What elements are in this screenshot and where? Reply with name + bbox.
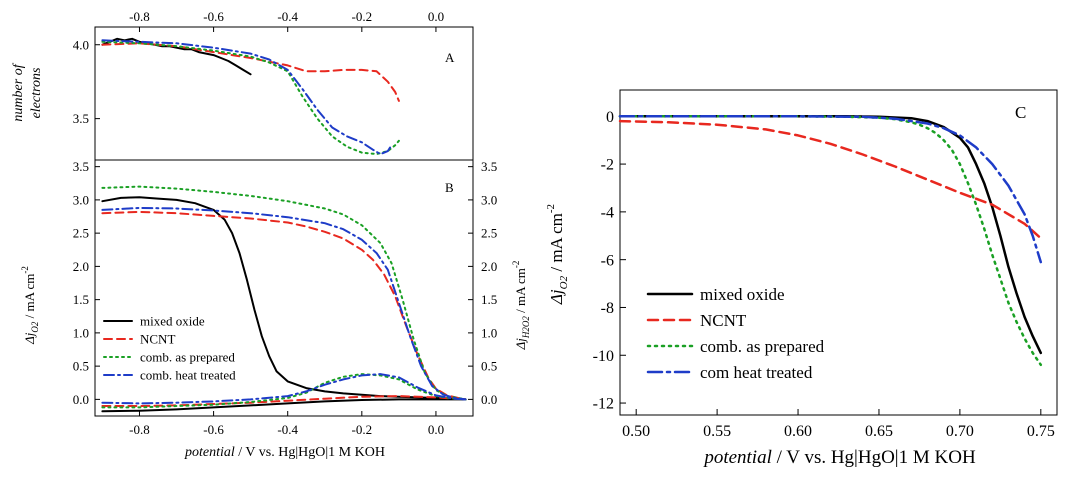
series-line-prep_h2o2 <box>101 373 467 409</box>
legend-label-prep: comb. as prepared <box>700 337 825 356</box>
y-tick-label: 0.0 <box>481 392 497 407</box>
panel-c-xlabel: potential / V vs. Hg|HgO|1 M KOH <box>702 447 976 468</box>
y-tick-label: 1.0 <box>481 325 497 340</box>
x-tick-label: 0.55 <box>703 423 731 440</box>
y-tick-label: 0.0 <box>73 392 89 407</box>
legend-label-prep: comb. as prepared <box>140 350 235 365</box>
panel-a-top-axis: -0.8 -0.6 -0.4 -0.2 0.0 <box>129 9 444 32</box>
x-tick-label: 0.0 <box>428 9 444 24</box>
panel-b-frame <box>94 159 474 417</box>
panel-b-xlabel: potential / V vs. Hg|HgO|1 M KOH <box>184 445 385 460</box>
legend-label-mixed: mixed oxide <box>700 285 785 304</box>
legend-label-ncnt: NCNT <box>140 332 175 347</box>
series-line-ncnt_h2o2 <box>101 395 467 407</box>
panel-c-series <box>618 115 1043 367</box>
y-tick-label: -8 <box>601 300 614 317</box>
panel-c-x-axis: 0.50 0.55 0.60 0.65 0.70 0.75 <box>622 409 1055 440</box>
panel-c-y-axis: 0 -2 -4 -6 -8 -10 -12 <box>593 109 626 413</box>
panel-c-label: C <box>1015 103 1026 122</box>
series-line-ncnt <box>101 42 400 102</box>
y-tick-label: 2.5 <box>481 226 497 241</box>
series-line-mixed_h2o2 <box>101 398 467 413</box>
x-tick-label: 0.70 <box>946 423 974 440</box>
panel-c-ylabel: ΔjO2 / mA cm-2 <box>545 204 570 305</box>
y-tick-label: 2.0 <box>73 259 89 274</box>
legend-label-heat: com heat treated <box>700 363 813 382</box>
series-line-ncnt <box>618 119 1043 240</box>
series-line-mixed <box>618 115 1043 355</box>
series-line-heat <box>101 39 393 156</box>
y-tick-label: 3.5 <box>73 111 89 126</box>
panel-a-label: A <box>445 50 455 65</box>
series-line-heat <box>101 206 467 401</box>
panel-a-series <box>101 37 400 156</box>
y-tick-label: 4.0 <box>73 37 89 52</box>
y-tick-label: 0.5 <box>481 359 497 374</box>
y-tick-label: -4 <box>601 204 614 221</box>
x-tick-label: 0.0 <box>428 422 444 437</box>
legend-label-ncnt: NCNT <box>700 311 747 330</box>
x-tick-label: 0.75 <box>1027 423 1055 440</box>
panel-b-ylabel-right: ΔjH2O2 / mA cm-2 <box>511 261 531 351</box>
panel-a-y-axis: 3.5 4.0 <box>73 37 100 126</box>
series-line-prep <box>618 115 1043 367</box>
y-tick-label: -6 <box>601 252 614 269</box>
panel-b-x-axis: -0.8 -0.6 -0.4 -0.2 0.0 <box>129 411 444 437</box>
y-tick-label: 1.0 <box>73 325 89 340</box>
panel-b-y-axis-left: 0.0 0.5 1.0 1.5 2.0 2.5 3.0 3.5 <box>73 159 100 407</box>
x-tick-label: -0.4 <box>277 422 298 437</box>
panel-b-label: B <box>445 180 454 195</box>
y-tick-label: 0 <box>606 109 614 126</box>
x-tick-label: -0.4 <box>277 9 298 24</box>
y-tick-label: -10 <box>593 348 614 365</box>
panel-a-ylabel-line1: number of <box>11 62 26 121</box>
y-tick-label: 0.5 <box>73 359 89 374</box>
y-tick-label: 3.0 <box>73 192 89 207</box>
x-tick-label: -0.8 <box>129 422 150 437</box>
series-line-mixed <box>101 37 252 76</box>
x-tick-label: 0.60 <box>784 423 812 440</box>
panel-b: -0.8 -0.6 -0.4 -0.2 0.0 0.0 0.5 1.0 1.5 2.0 2.5 3.… <box>20 159 531 460</box>
x-tick-label: -0.8 <box>129 9 150 24</box>
panel-c-frame <box>619 89 1058 416</box>
y-tick-label: -2 <box>601 157 614 174</box>
y-tick-label: 3.0 <box>481 192 497 207</box>
y-tick-label: 1.5 <box>481 292 497 307</box>
y-tick-label: 3.5 <box>481 159 497 174</box>
y-tick-label: 3.5 <box>73 159 89 174</box>
x-tick-label: -0.2 <box>352 422 373 437</box>
panel-b-series <box>101 185 467 413</box>
panel-a-ylabel-line2: electrons <box>29 67 44 118</box>
legend-label-heat: comb. heat treated <box>140 368 236 383</box>
series-line-prep <box>101 40 400 156</box>
panel-a-frame <box>94 26 474 161</box>
x-tick-label: 0.65 <box>865 423 893 440</box>
y-tick-label: 1.5 <box>73 292 89 307</box>
x-tick-label: -0.6 <box>203 9 224 24</box>
panel-a: -0.8 -0.6 -0.4 -0.2 0.0 3.5 4.0 A number of e… <box>11 9 474 161</box>
series-line-heat <box>618 115 1043 264</box>
y-tick-label: 2.5 <box>73 226 89 241</box>
panel-b-legend: mixed oxide NCNT comb. as prepared comb. he… <box>103 314 236 383</box>
y-tick-label: -12 <box>593 396 614 413</box>
panel-c-legend: mixed oxide NCNT comb. as prepared com heat… <box>646 285 825 382</box>
panel-b-y-axis-right: 0.0 0.5 1.0 1.5 2.0 2.5 3.0 3.5 <box>468 159 497 407</box>
series-line-heat_h2o2 <box>101 373 467 405</box>
panel-b-ylabel-left: ΔjO2 / mA cm-2 <box>20 266 40 345</box>
legend-label-mixed: mixed oxide <box>140 314 205 329</box>
x-tick-label: 0.50 <box>622 423 650 440</box>
x-tick-label: -0.2 <box>352 9 373 24</box>
panel-c: 0.50 0.55 0.60 0.65 0.70 0.75 0 -2 -4 -6 -8 -10 -12… <box>545 89 1058 468</box>
x-tick-label: -0.6 <box>203 422 224 437</box>
y-tick-label: 2.0 <box>481 259 497 274</box>
